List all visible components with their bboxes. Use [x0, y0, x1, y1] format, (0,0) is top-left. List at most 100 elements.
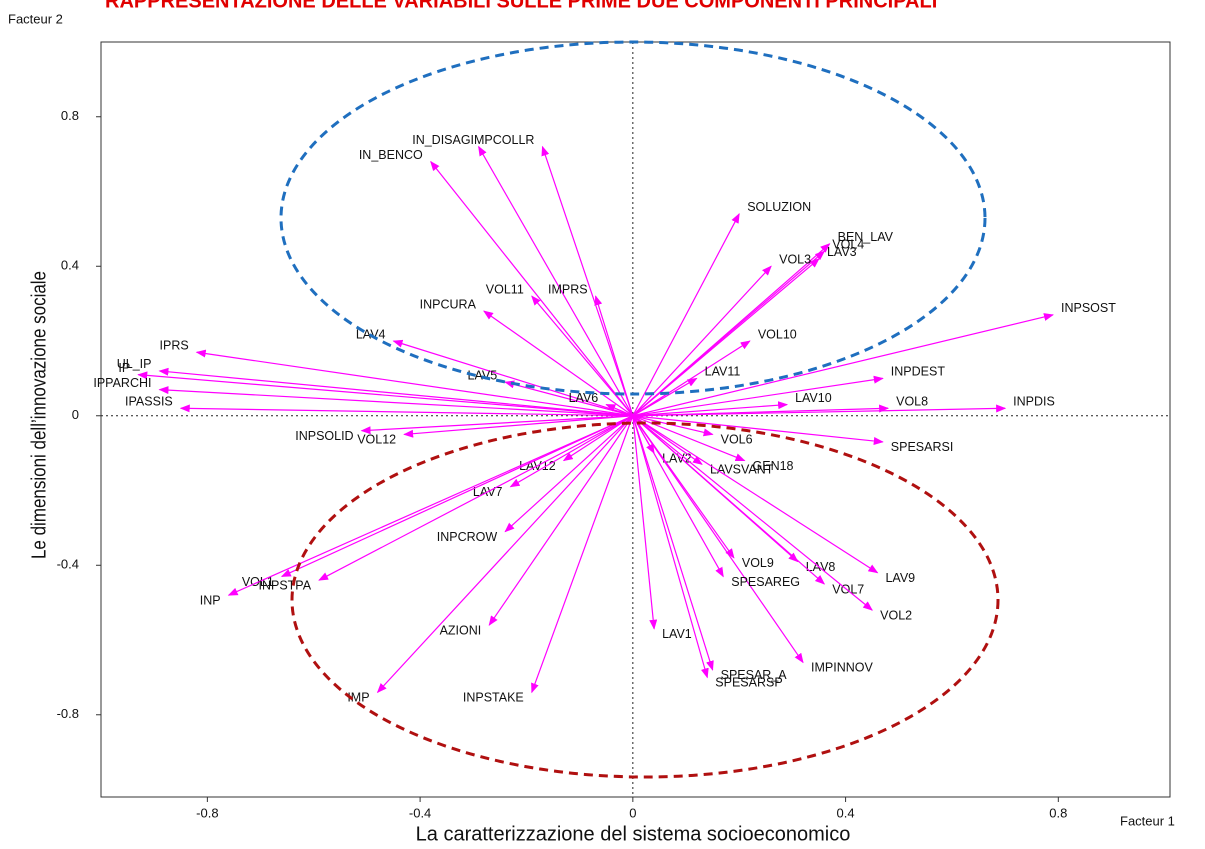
vector-label: INPCURA	[420, 297, 477, 311]
vector-label: INP	[200, 593, 221, 607]
vector-label: VOL7	[832, 582, 864, 596]
vector-arrow	[179, 404, 633, 417]
vector-label: VOL9	[742, 556, 774, 570]
vector-label: SPESAREG	[731, 575, 800, 589]
vector-arrow	[632, 415, 658, 630]
x-tick-label: 0.8	[1049, 805, 1067, 820]
vector-arrow	[632, 313, 1054, 417]
vector-arrow	[605, 403, 634, 417]
vector-arrow	[594, 295, 634, 416]
y-axis-name: Facteur 2	[8, 11, 63, 26]
vector-arrow	[137, 371, 633, 417]
chart-title: RAPPRESENTAZIONE DELLE VARIABILI SULLE P…	[105, 0, 937, 12]
vector-arrow	[632, 375, 884, 417]
vector-arrow	[504, 415, 634, 533]
x-axis-name: Facteur 1	[1120, 813, 1175, 828]
vector-arrow	[562, 415, 634, 462]
vector-label: VOL6	[721, 433, 753, 447]
vector-label: LAV6	[569, 391, 599, 405]
vector-arrow	[280, 415, 634, 578]
vector-label: LAV1	[662, 627, 692, 641]
x-tick-label: 0.4	[837, 805, 855, 820]
vector-arrow	[488, 415, 634, 626]
x-axis-label: La caratterizzazione del sistema socioec…	[416, 823, 851, 845]
cluster-ellipse-bottom	[290, 421, 1000, 779]
vector-arrow	[392, 339, 634, 417]
vector-arrow	[360, 415, 633, 435]
vector-label: IMP	[347, 691, 369, 705]
vector-label: IN_DISAG	[412, 133, 470, 147]
vector-label: INPCROW	[437, 530, 498, 544]
vector-label: UL_IP	[117, 357, 152, 371]
vector-label: INPDEST	[891, 365, 946, 379]
vector-arrow	[403, 415, 633, 438]
vector-arrow	[632, 213, 740, 417]
y-tick-label: 0.4	[61, 258, 79, 273]
vector-arrow	[376, 415, 634, 694]
vector-arrow	[632, 377, 698, 417]
vector-label: VOL11	[486, 282, 524, 296]
y-tick-label: -0.8	[57, 706, 79, 721]
vector-arrow	[632, 415, 884, 445]
vector-arrow	[158, 367, 633, 417]
vector-arrow	[195, 349, 633, 417]
vector-arrow	[632, 258, 820, 417]
vector-label: IPASSIS	[125, 395, 173, 409]
vector-arrow	[541, 145, 634, 416]
vector-label: IPRS	[160, 339, 189, 353]
vector-label: VOL2	[880, 608, 912, 622]
vector-label: LAV9	[885, 571, 915, 585]
vector-arrow	[632, 415, 714, 671]
vector-label: BEN_LAV	[838, 230, 894, 244]
vector-arrow	[632, 415, 746, 462]
vector-arrow	[632, 415, 714, 437]
vector-label: IMPRS	[548, 282, 588, 296]
vector-label: VOL3	[779, 253, 811, 267]
vector-arrow	[632, 415, 709, 679]
vector-label: SPESAR_A	[721, 668, 788, 682]
vector-label: INPSOST	[1061, 301, 1116, 315]
vector-arrow	[478, 145, 634, 417]
vector-label: IMPCOLLR	[471, 133, 535, 147]
y-tick-label: -0.4	[57, 557, 79, 572]
vector-label: VOL8	[896, 395, 928, 409]
vector-label: LAVSVANT	[710, 463, 774, 477]
vector-arrow	[318, 415, 634, 581]
vector-arrow	[632, 415, 873, 611]
vector-label: SPESARSI	[891, 440, 954, 454]
vector-label: SOLUZION	[747, 200, 811, 214]
vector-label: VOL10	[758, 327, 797, 341]
vector-arrow	[632, 401, 789, 417]
y-tick-label: 0	[72, 407, 79, 422]
y-tick-label: 0.8	[61, 108, 79, 123]
x-tick-label: -0.8	[196, 805, 218, 820]
vector-arrow	[227, 415, 634, 596]
cluster-ellipse-top	[279, 40, 987, 396]
vector-label: LAV11	[705, 365, 741, 379]
vector-arrow	[483, 310, 634, 417]
vector-label: LAV3	[827, 245, 857, 259]
vector-label: INPDIS	[1013, 395, 1055, 409]
vector-label: INPSTAKE	[463, 691, 524, 705]
vector-arrow	[430, 160, 634, 417]
vector-label: VOL12	[357, 433, 396, 447]
x-tick-label: -0.4	[409, 805, 431, 820]
vector-label: INPSTPA	[258, 579, 311, 593]
vector-label: IN_BENCO	[359, 148, 423, 162]
x-tick-label: 0	[629, 805, 636, 820]
vector-arrow	[531, 295, 634, 417]
vector-label: IMPINNOV	[811, 661, 873, 675]
vector-arrow	[632, 415, 826, 585]
vector-label: IPPARCHI	[93, 376, 151, 390]
vector-arrow	[158, 386, 633, 417]
vector-arrow	[531, 415, 634, 694]
vector-label: LAV10	[795, 391, 832, 405]
vector-label: INPSOLID	[295, 429, 353, 443]
vector-label: AZIONI	[440, 623, 482, 637]
y-axis-label: Le dimensioni dell’innovazione sociale	[27, 271, 50, 559]
vector-arrow	[632, 265, 772, 417]
vector-arrow	[509, 415, 634, 488]
vector-arrow	[632, 415, 804, 664]
